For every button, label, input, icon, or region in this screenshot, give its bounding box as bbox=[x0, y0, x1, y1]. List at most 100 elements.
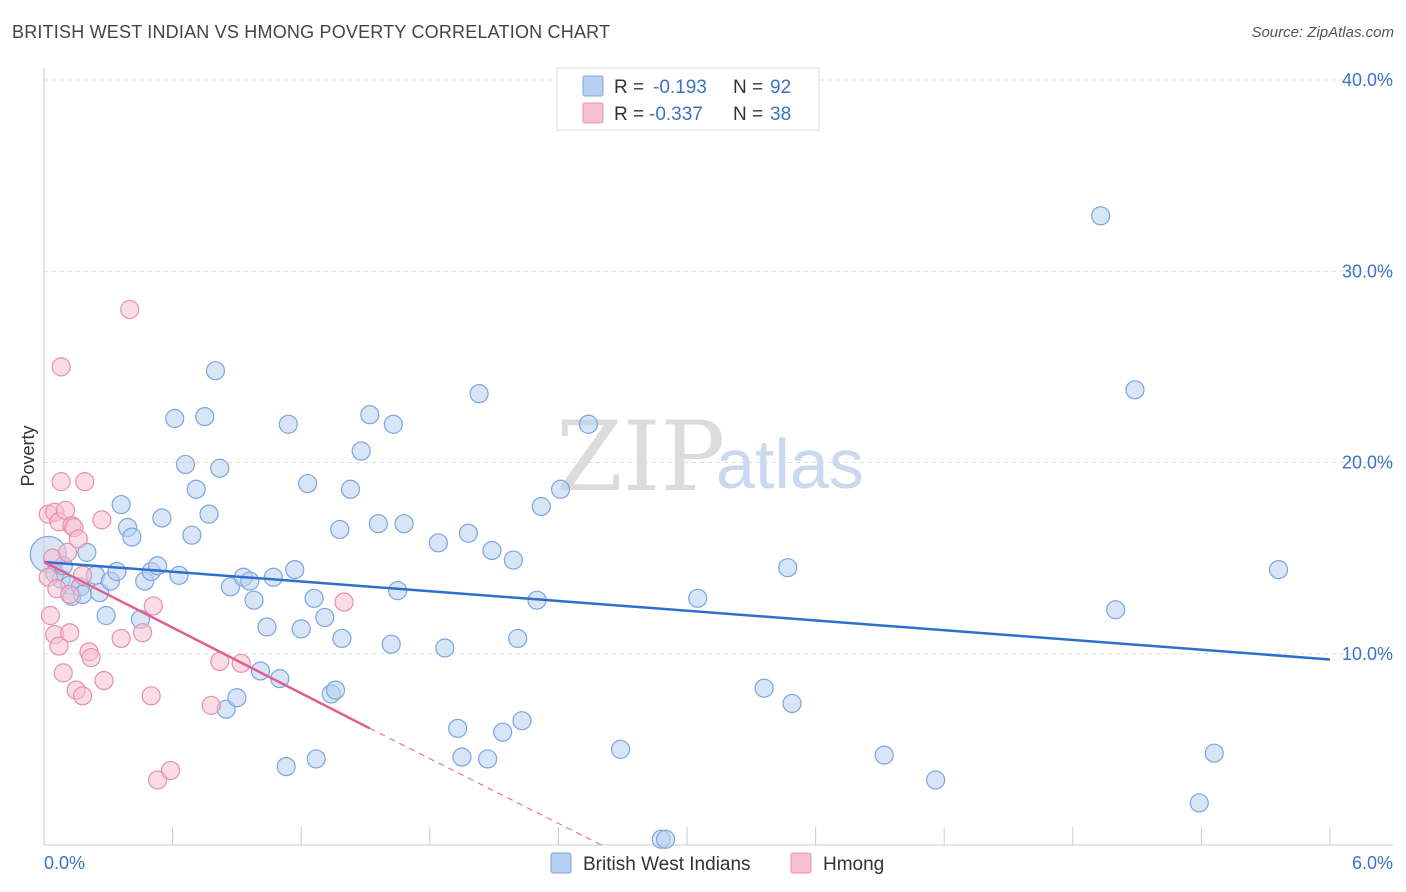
british-west-indians-point bbox=[512, 711, 532, 731]
y-axis-title: Poverty bbox=[18, 425, 38, 486]
british-west-indians-point bbox=[493, 722, 513, 742]
british-west-indians-point bbox=[1189, 793, 1209, 813]
british-west-indians-point bbox=[482, 540, 502, 561]
hmong-point bbox=[160, 760, 181, 781]
chart-title: BRITISH WEST INDIAN VS HMONG POVERTY COR… bbox=[12, 22, 611, 42]
british-west-indians-point bbox=[926, 770, 946, 790]
legend-n-value-2: 38 bbox=[770, 104, 791, 125]
hmong-point bbox=[92, 510, 112, 530]
british-west-indians-point bbox=[330, 519, 350, 540]
british-west-indians-point bbox=[340, 479, 361, 499]
british-west-indians-point bbox=[306, 749, 326, 769]
hmong-point bbox=[111, 628, 131, 649]
british-west-indians-point bbox=[782, 693, 802, 714]
british-west-indians-point bbox=[332, 628, 352, 649]
legend-r-value-1: -0.193 bbox=[653, 77, 707, 98]
hmong-point bbox=[132, 623, 153, 643]
british-west-indians-point bbox=[291, 619, 311, 639]
legend-n-value-1: 92 bbox=[770, 77, 791, 98]
correlation-legend: R = -0.193 N = 92 R = -0.337 N = 38 bbox=[556, 67, 820, 131]
x-tick-label-min: 0.0% bbox=[44, 853, 85, 873]
legend-n-label-1: N = bbox=[733, 77, 763, 98]
british-west-indians-point bbox=[435, 638, 455, 658]
british-west-indians-point bbox=[478, 749, 498, 769]
british-west-indians-point bbox=[1091, 206, 1111, 226]
hmong-point bbox=[60, 623, 80, 643]
british-west-indians-point bbox=[278, 414, 298, 434]
british-west-indians-point bbox=[263, 567, 283, 587]
british-west-indians-point bbox=[550, 479, 571, 499]
x-tick-label-max: 6.0% bbox=[1352, 853, 1393, 873]
british-west-indians-point bbox=[244, 590, 264, 610]
y-tick-label: 40.0% bbox=[1342, 70, 1393, 90]
y-tick-label: 10.0% bbox=[1342, 644, 1393, 664]
british-west-indians-point bbox=[508, 628, 528, 649]
british-west-indians-point bbox=[360, 405, 380, 425]
british-west-indians-point bbox=[1268, 559, 1289, 580]
british-west-indians-point bbox=[428, 533, 448, 553]
british-west-indians-point bbox=[169, 565, 189, 585]
hmong-point bbox=[143, 596, 163, 616]
british-west-indians-point bbox=[122, 527, 142, 547]
hmong-point bbox=[141, 686, 161, 706]
british-west-indians-point bbox=[285, 559, 305, 580]
hmong-point bbox=[81, 647, 101, 668]
axis-ticks: 10.0% 20.0% 30.0% 40.0% 0.0% 6.0% bbox=[43, 70, 1393, 873]
british-west-indians-point bbox=[448, 718, 468, 738]
hmong-point bbox=[72, 686, 93, 706]
british-west-indians-point bbox=[458, 523, 478, 543]
british-west-indians-point bbox=[205, 361, 226, 381]
british-west-indians-point bbox=[195, 407, 215, 427]
series-legend-label-pink: Hmong bbox=[823, 854, 884, 875]
british-west-indians-point bbox=[96, 605, 116, 626]
hmong-points bbox=[38, 299, 354, 790]
hmong-point bbox=[147, 770, 168, 790]
hmong-point bbox=[51, 357, 71, 377]
series-legend-swatch-blue bbox=[550, 852, 572, 874]
legend-r-label-1: R = bbox=[614, 77, 644, 98]
british-west-indians-point bbox=[610, 739, 631, 759]
grid-lines bbox=[44, 79, 1393, 655]
hmong-point bbox=[53, 663, 73, 683]
british-west-indians-point bbox=[315, 607, 335, 628]
british-west-indians-point bbox=[165, 408, 185, 429]
british-west-indians-point bbox=[107, 561, 127, 582]
series-legend: British West Indians Hmong bbox=[550, 852, 884, 875]
british-west-indians-point bbox=[182, 525, 202, 545]
british-west-indians-point bbox=[152, 508, 172, 528]
hmong-point bbox=[94, 670, 114, 691]
axes bbox=[43, 68, 1393, 846]
british-west-indians-point bbox=[531, 496, 551, 517]
british-west-indians-point bbox=[186, 479, 206, 499]
british-west-indians-trend-line bbox=[43, 560, 1331, 661]
british-west-indians-point bbox=[688, 588, 708, 608]
watermark-atlas: atlas bbox=[716, 425, 864, 503]
hmong-point bbox=[120, 299, 140, 320]
british-west-indians-point bbox=[111, 494, 131, 515]
hmong-point bbox=[57, 542, 78, 562]
british-west-indians-point bbox=[276, 756, 296, 777]
y-tick-label: 20.0% bbox=[1342, 453, 1393, 473]
british-west-indians-point bbox=[778, 558, 798, 578]
series-legend-swatch-pink bbox=[790, 852, 812, 874]
british-west-indians-point bbox=[368, 514, 388, 534]
british-west-indians-point bbox=[77, 542, 97, 562]
british-west-indians-point bbox=[1125, 380, 1145, 400]
british-west-indians-point bbox=[240, 571, 260, 591]
british-west-indians-points bbox=[29, 206, 1289, 849]
trend-lines bbox=[43, 560, 1331, 846]
british-west-indians-point bbox=[175, 454, 196, 475]
british-west-indians-point bbox=[304, 588, 324, 608]
legend-r-label-2: R = bbox=[614, 104, 644, 125]
british-west-indians-point bbox=[298, 473, 318, 494]
hmong-point bbox=[201, 695, 221, 715]
british-west-indians-point bbox=[199, 504, 219, 524]
british-west-indians-point bbox=[578, 414, 599, 434]
british-west-indians-point bbox=[257, 617, 277, 637]
series-legend-label-blue: British West Indians bbox=[583, 854, 751, 875]
british-west-indians-point bbox=[503, 550, 523, 570]
y-tick-label: 30.0% bbox=[1342, 261, 1393, 281]
british-west-indians-point bbox=[227, 688, 247, 708]
british-west-indians-point bbox=[351, 441, 371, 461]
